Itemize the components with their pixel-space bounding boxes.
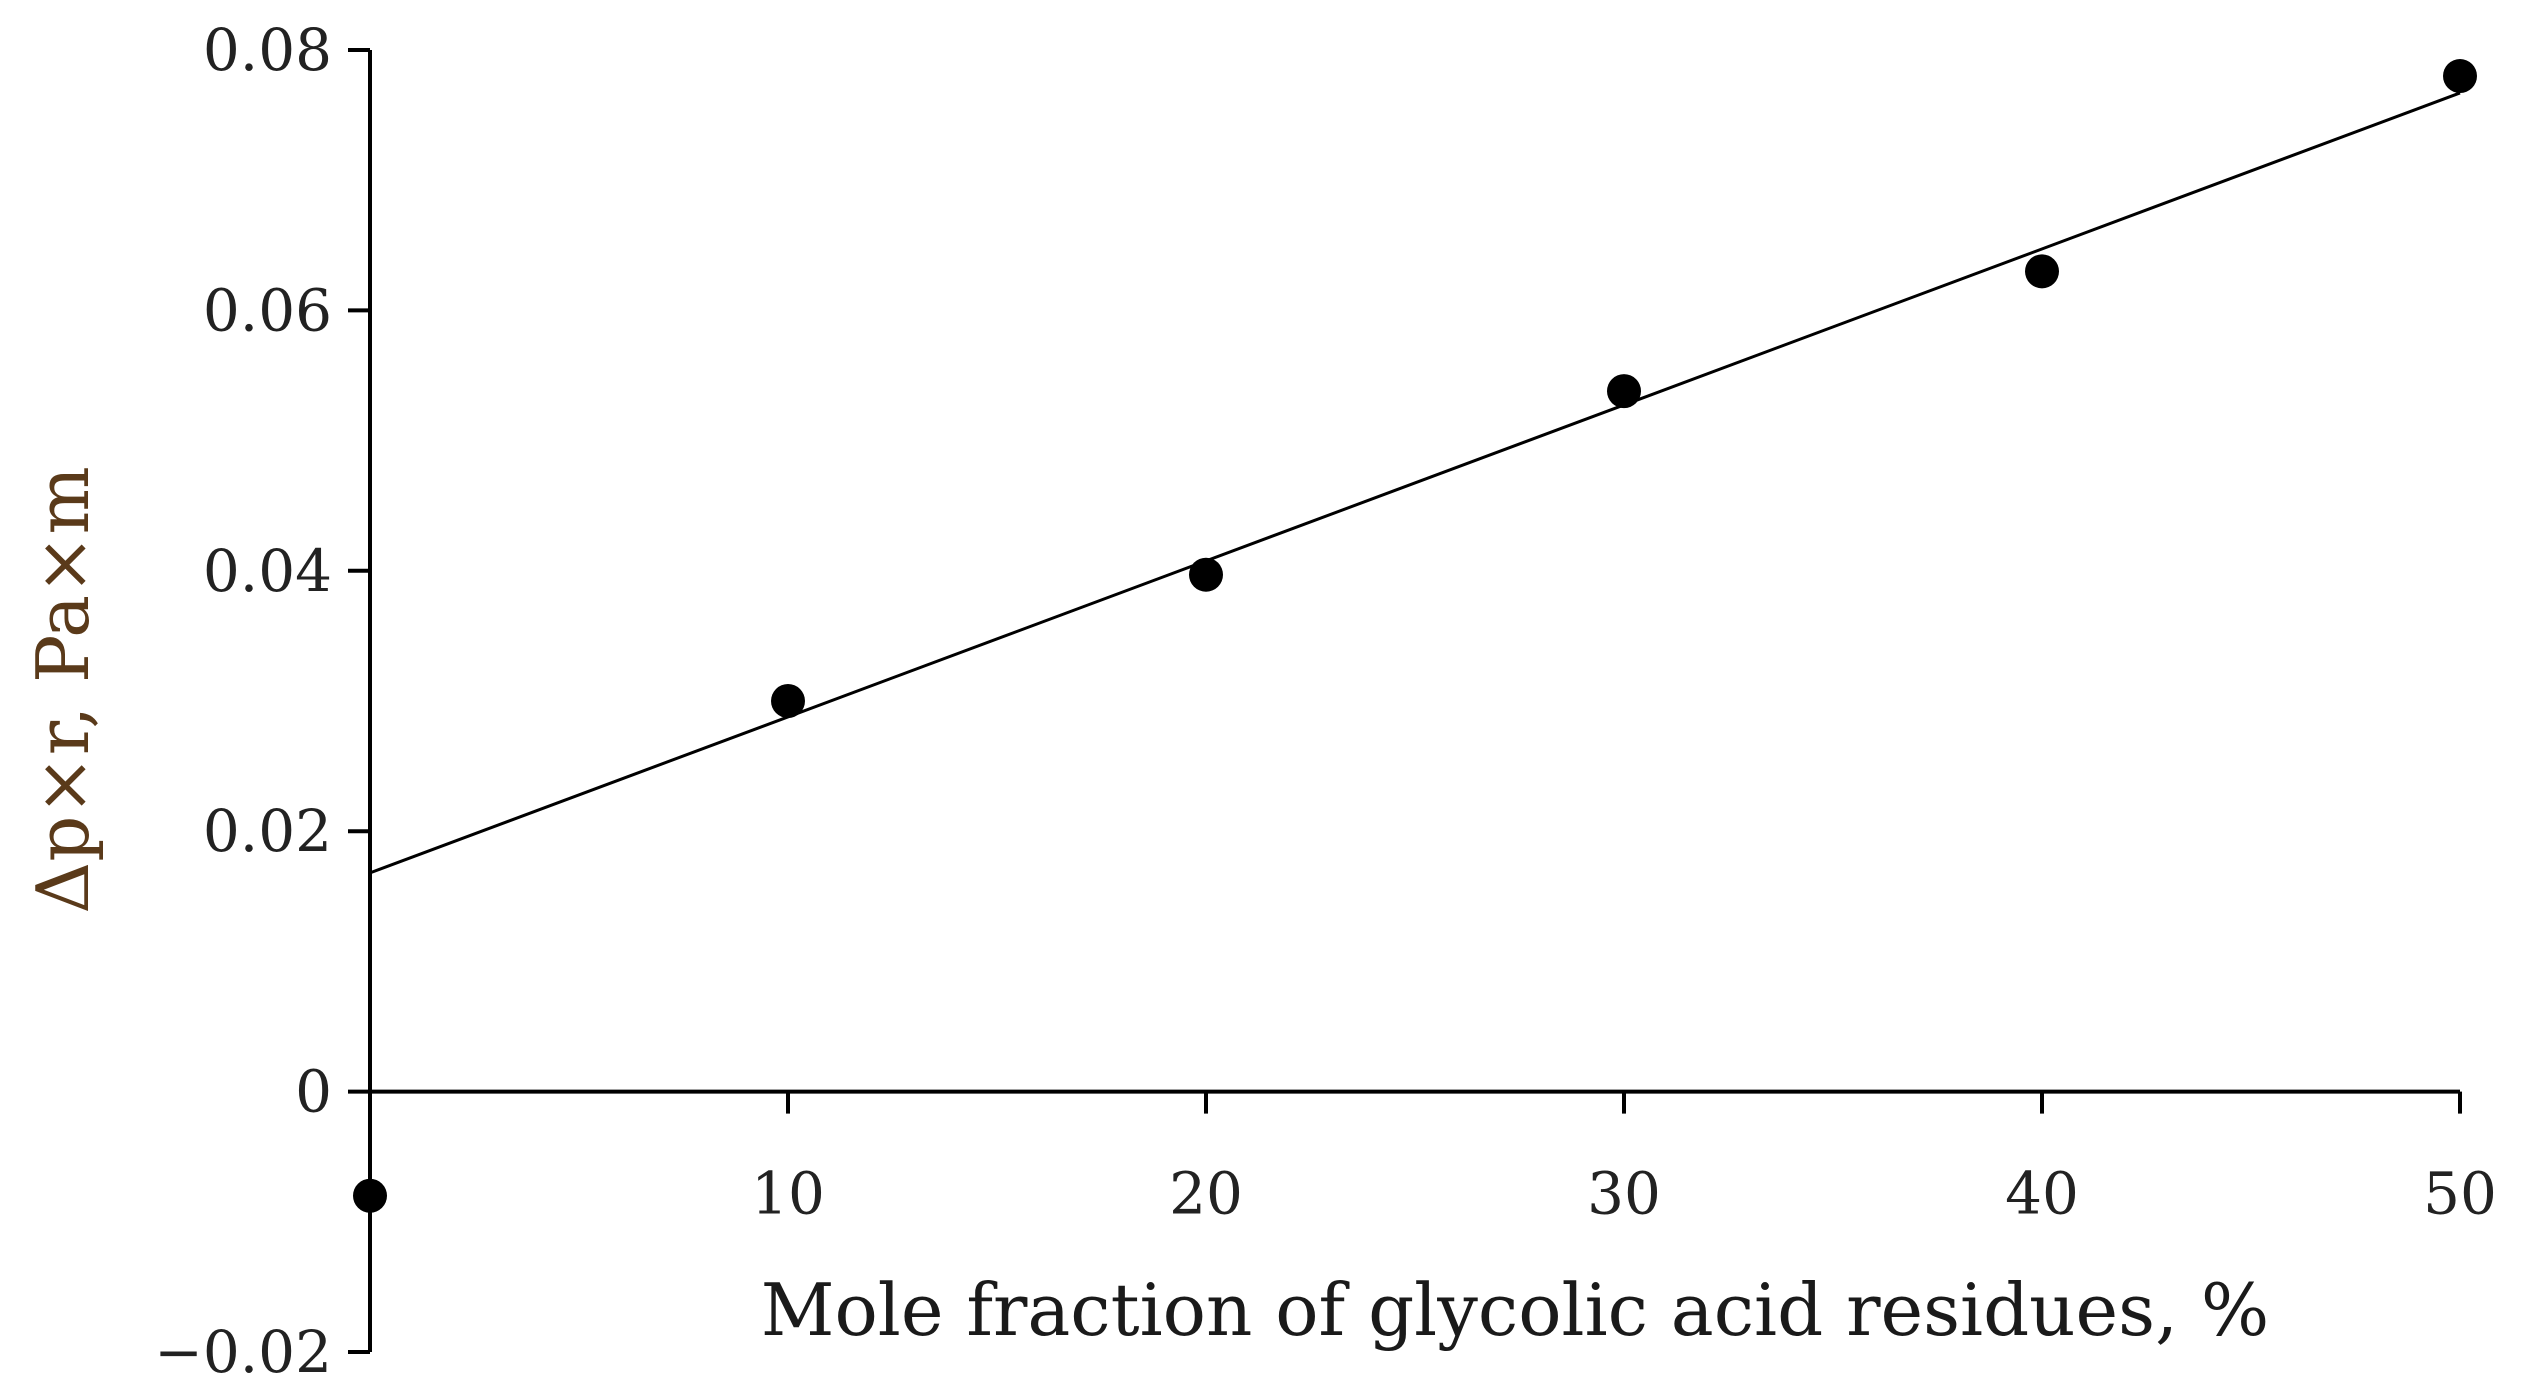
data-points (353, 59, 2477, 1213)
x-tick-label: 10 (751, 1160, 825, 1228)
y-axis-ticks: −0.02 0 0.02 0.04 0.06 0.08 (154, 16, 370, 1386)
x-tick-label: 30 (1587, 1160, 1661, 1228)
trendline (369, 91, 2461, 875)
y-axis-title: Δp×r, Pa×m (21, 466, 105, 913)
y-tick-label: −0.02 (154, 1318, 332, 1386)
data-point (1607, 374, 1641, 409)
x-tick-label: 50 (2423, 1160, 2497, 1228)
data-point (771, 684, 805, 718)
data-point (2025, 254, 2059, 289)
data-point (1189, 557, 1223, 592)
y-tick-label: 0.04 (203, 537, 332, 605)
x-tick-label: 20 (1169, 1160, 1243, 1228)
y-tick-label: 0.08 (203, 16, 332, 84)
x-axis-ticks: 10 20 30 40 50 (751, 1091, 2497, 1228)
axes (368, 50, 2460, 1352)
data-point (353, 1178, 387, 1213)
y-tick-label: 0.06 (203, 276, 332, 344)
data-point (2443, 59, 2477, 94)
x-tick-label: 40 (2005, 1160, 2079, 1228)
x-axis-title: Mole fraction of glycolic acid residues,… (761, 1268, 2270, 1352)
y-tick-label: 0.02 (203, 797, 332, 865)
trendline-group (369, 91, 2461, 875)
y-tick-label: 0 (295, 1058, 332, 1126)
